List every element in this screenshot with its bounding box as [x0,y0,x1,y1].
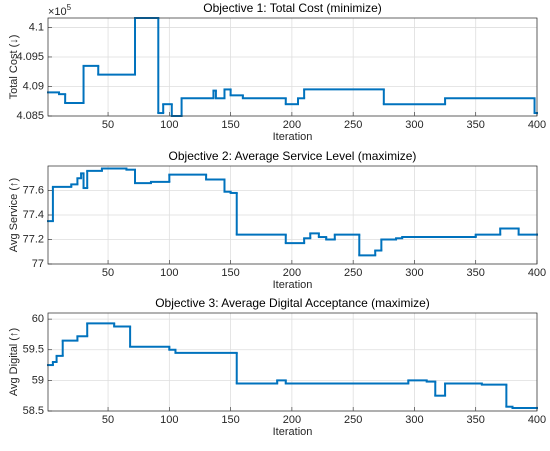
y-tick-label: 59.5 [23,344,44,356]
y-tick-label: 60 [32,313,44,325]
x-axis-label: Iteration [273,131,313,143]
x-tick-label: 150 [221,119,239,131]
y-tick-label: 77 [32,258,44,270]
x-tick-label: 350 [467,119,485,131]
x-axis-label: Iteration [273,279,313,291]
y-tick-label: 4.1 [29,21,44,33]
x-tick-label: 100 [160,414,178,426]
y-axis-label: Total Cost (↓) [8,35,20,100]
x-tick-label: 50 [102,414,114,426]
y-tick-label: 77.4 [23,209,44,221]
x-tick-label: 200 [283,267,301,279]
axes-box [47,312,538,412]
y-tick-label: 77.2 [23,233,44,245]
y-exponent-power: 5 [67,3,72,12]
subplot-title: Objective 2: Average Service Level (maxi… [169,149,417,163]
y-axis-label: Avg Digital (↑) [8,328,20,396]
x-tick-label: 150 [221,414,239,426]
x-axis-label: Iteration [273,426,313,438]
axes-box [47,17,538,117]
x-tick-label: 400 [528,119,546,131]
x-tick-label: 150 [221,267,239,279]
x-tick-label: 250 [344,119,362,131]
y-exponent-base: ×10 [48,6,67,18]
subplot-title: Objective 3: Average Digital Acceptance … [155,296,430,310]
x-tick-label: 100 [160,267,178,279]
x-tick-label: 200 [283,119,301,131]
y-tick-label: 59 [32,374,44,386]
y-tick-label: 4.09 [23,80,44,92]
x-tick-label: 250 [344,414,362,426]
x-tick-label: 350 [467,414,485,426]
x-tick-label: 400 [528,414,546,426]
x-tick-label: 400 [528,267,546,279]
y-tick-label: 4.085 [16,110,44,122]
x-tick-label: 300 [405,119,423,131]
y-tick-label: 4.095 [16,51,44,63]
subplot-title: Objective 1: Total Cost (minimize) [203,1,382,15]
plot-area [48,313,537,411]
y-axis-label: Avg Service (↑) [8,178,20,252]
plot-area [48,18,537,116]
x-tick-label: 50 [102,267,114,279]
x-tick-label: 50 [102,119,114,131]
x-tick-label: 250 [344,267,362,279]
x-tick-label: 300 [405,267,423,279]
x-tick-label: 300 [405,414,423,426]
y-tick-label: 58.5 [23,405,44,417]
x-tick-label: 100 [160,119,178,131]
x-tick-label: 350 [467,267,485,279]
x-tick-label: 200 [283,414,301,426]
axes-box [47,165,538,265]
y-tick-label: 77.6 [23,184,44,196]
y-exponent: ×105 [48,3,72,18]
